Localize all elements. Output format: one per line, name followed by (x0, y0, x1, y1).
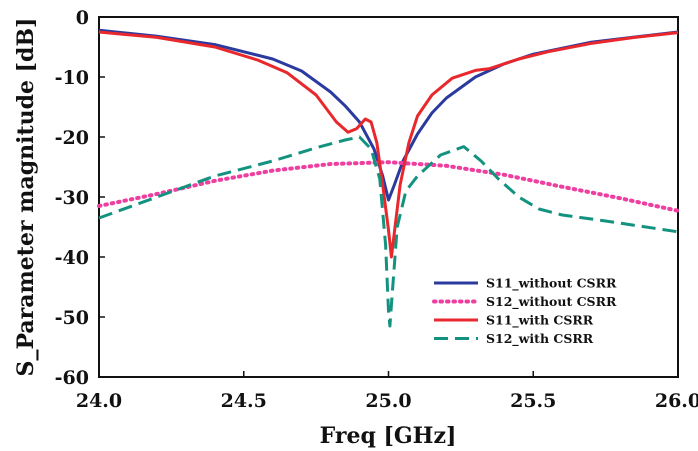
x-tick-label: 25.5 (510, 390, 556, 412)
y-tick-label: -40 (55, 247, 89, 269)
x-axis-title: Freq [GHz] (320, 423, 457, 449)
series-line-4 (98, 135, 679, 328)
y-tick-label: -30 (55, 187, 89, 209)
y-tick-label: -50 (55, 307, 89, 329)
x-tick-label: 24.0 (76, 390, 122, 412)
x-tick-label: 26.0 (655, 390, 698, 412)
x-tick-label: 25.0 (365, 390, 411, 412)
y-tick-label: -60 (55, 367, 89, 389)
legend-label-4: S12_with CSRR (486, 331, 594, 347)
tick-labels: 24.0 24.5 25.0 25.5 26.0 0 -10 -20 -30 -40 -50 -60 (55, 7, 698, 412)
x-tick-label: 24.5 (221, 390, 267, 412)
series-line-2 (97, 160, 680, 213)
series-line-1 (98, 28, 679, 202)
y-axis-title: S_Parameter magnitude [dB] (13, 18, 39, 377)
series-layer (97, 28, 680, 328)
y-tick-label: 0 (76, 7, 89, 29)
legend-label-3: S11_with CSRR (486, 313, 594, 329)
axes (98, 16, 679, 378)
series-line-3 (98, 30, 679, 259)
legend: S11_without CSRR S12_without CSRR S11_with… (432, 276, 617, 347)
legend-label-1: S11_without CSRR (486, 276, 617, 292)
y-tick-label: -20 (55, 127, 89, 149)
legend-label-2: S12_without CSRR (486, 294, 617, 310)
y-tick-label: -10 (55, 67, 89, 89)
